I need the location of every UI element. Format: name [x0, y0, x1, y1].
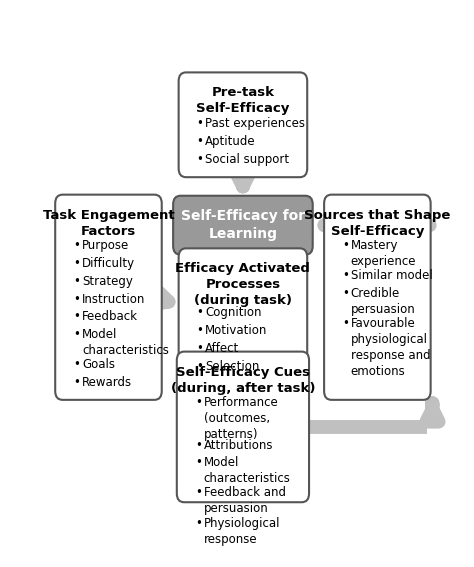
Text: •: • — [195, 396, 202, 409]
Text: •: • — [195, 486, 202, 500]
Text: Self-Efficacy for
Learning: Self-Efficacy for Learning — [181, 209, 305, 241]
Text: Instruction: Instruction — [82, 293, 146, 306]
Text: Physiological
response: Physiological response — [203, 517, 280, 545]
Text: Goals: Goals — [82, 358, 115, 371]
Text: Attributions: Attributions — [203, 439, 273, 451]
Text: •: • — [73, 275, 80, 288]
Text: Purpose: Purpose — [82, 239, 129, 252]
FancyBboxPatch shape — [55, 194, 162, 400]
Text: Sources that Shape
Self-Efficacy: Sources that Shape Self-Efficacy — [304, 209, 451, 238]
Text: Motivation: Motivation — [205, 324, 268, 337]
Text: •: • — [197, 359, 204, 373]
Text: •: • — [195, 517, 202, 530]
Text: •: • — [342, 239, 349, 252]
Text: Performance
(outcomes,
patterns): Performance (outcomes, patterns) — [203, 396, 278, 441]
FancyBboxPatch shape — [179, 248, 307, 366]
FancyBboxPatch shape — [324, 194, 431, 400]
FancyBboxPatch shape — [177, 352, 309, 502]
Text: •: • — [197, 342, 204, 355]
Text: •: • — [73, 239, 80, 252]
Text: •: • — [342, 287, 349, 300]
Text: •: • — [342, 318, 349, 330]
Text: Social support: Social support — [205, 153, 290, 166]
Text: •: • — [195, 456, 202, 469]
Text: •: • — [197, 306, 204, 319]
Text: Model
characteristics: Model characteristics — [82, 328, 169, 357]
Text: •: • — [73, 358, 80, 371]
Text: •: • — [197, 153, 204, 166]
Text: Task Engagement
Factors: Task Engagement Factors — [43, 209, 174, 238]
Text: Pre-task
Self-Efficacy: Pre-task Self-Efficacy — [196, 86, 290, 115]
FancyBboxPatch shape — [179, 73, 307, 177]
Text: Affect: Affect — [205, 342, 240, 355]
Text: Strategy: Strategy — [82, 275, 133, 288]
Text: •: • — [342, 269, 349, 282]
Text: Difficulty: Difficulty — [82, 257, 135, 270]
Text: •: • — [73, 257, 80, 270]
Text: Credible
persuasion: Credible persuasion — [351, 287, 416, 316]
Text: Efficacy Activated
Processes
(during task): Efficacy Activated Processes (during tas… — [175, 263, 310, 307]
Text: Model
characteristics: Model characteristics — [203, 456, 291, 485]
Text: Feedback and
persuasion: Feedback and persuasion — [203, 486, 285, 515]
Text: •: • — [197, 324, 204, 337]
Text: Mastery
experience: Mastery experience — [351, 239, 416, 268]
Text: Past experiences: Past experiences — [205, 117, 305, 130]
Text: •: • — [197, 135, 204, 148]
Text: Feedback: Feedback — [82, 311, 138, 324]
Text: •: • — [73, 293, 80, 306]
Text: •: • — [73, 311, 80, 324]
Text: Similar model: Similar model — [351, 269, 433, 282]
Text: Self-Efficacy Cues
(during, after task): Self-Efficacy Cues (during, after task) — [171, 366, 315, 395]
Text: •: • — [73, 328, 80, 341]
Text: •: • — [73, 376, 80, 389]
Text: Aptitude: Aptitude — [205, 135, 256, 148]
FancyBboxPatch shape — [173, 196, 313, 255]
Text: •: • — [195, 439, 202, 451]
Text: Rewards: Rewards — [82, 376, 132, 389]
Text: Favourable
physiological
response and
emotions: Favourable physiological response and em… — [351, 318, 430, 378]
Text: Selection: Selection — [205, 359, 260, 373]
Text: Cognition: Cognition — [205, 306, 262, 319]
Text: •: • — [197, 117, 204, 130]
